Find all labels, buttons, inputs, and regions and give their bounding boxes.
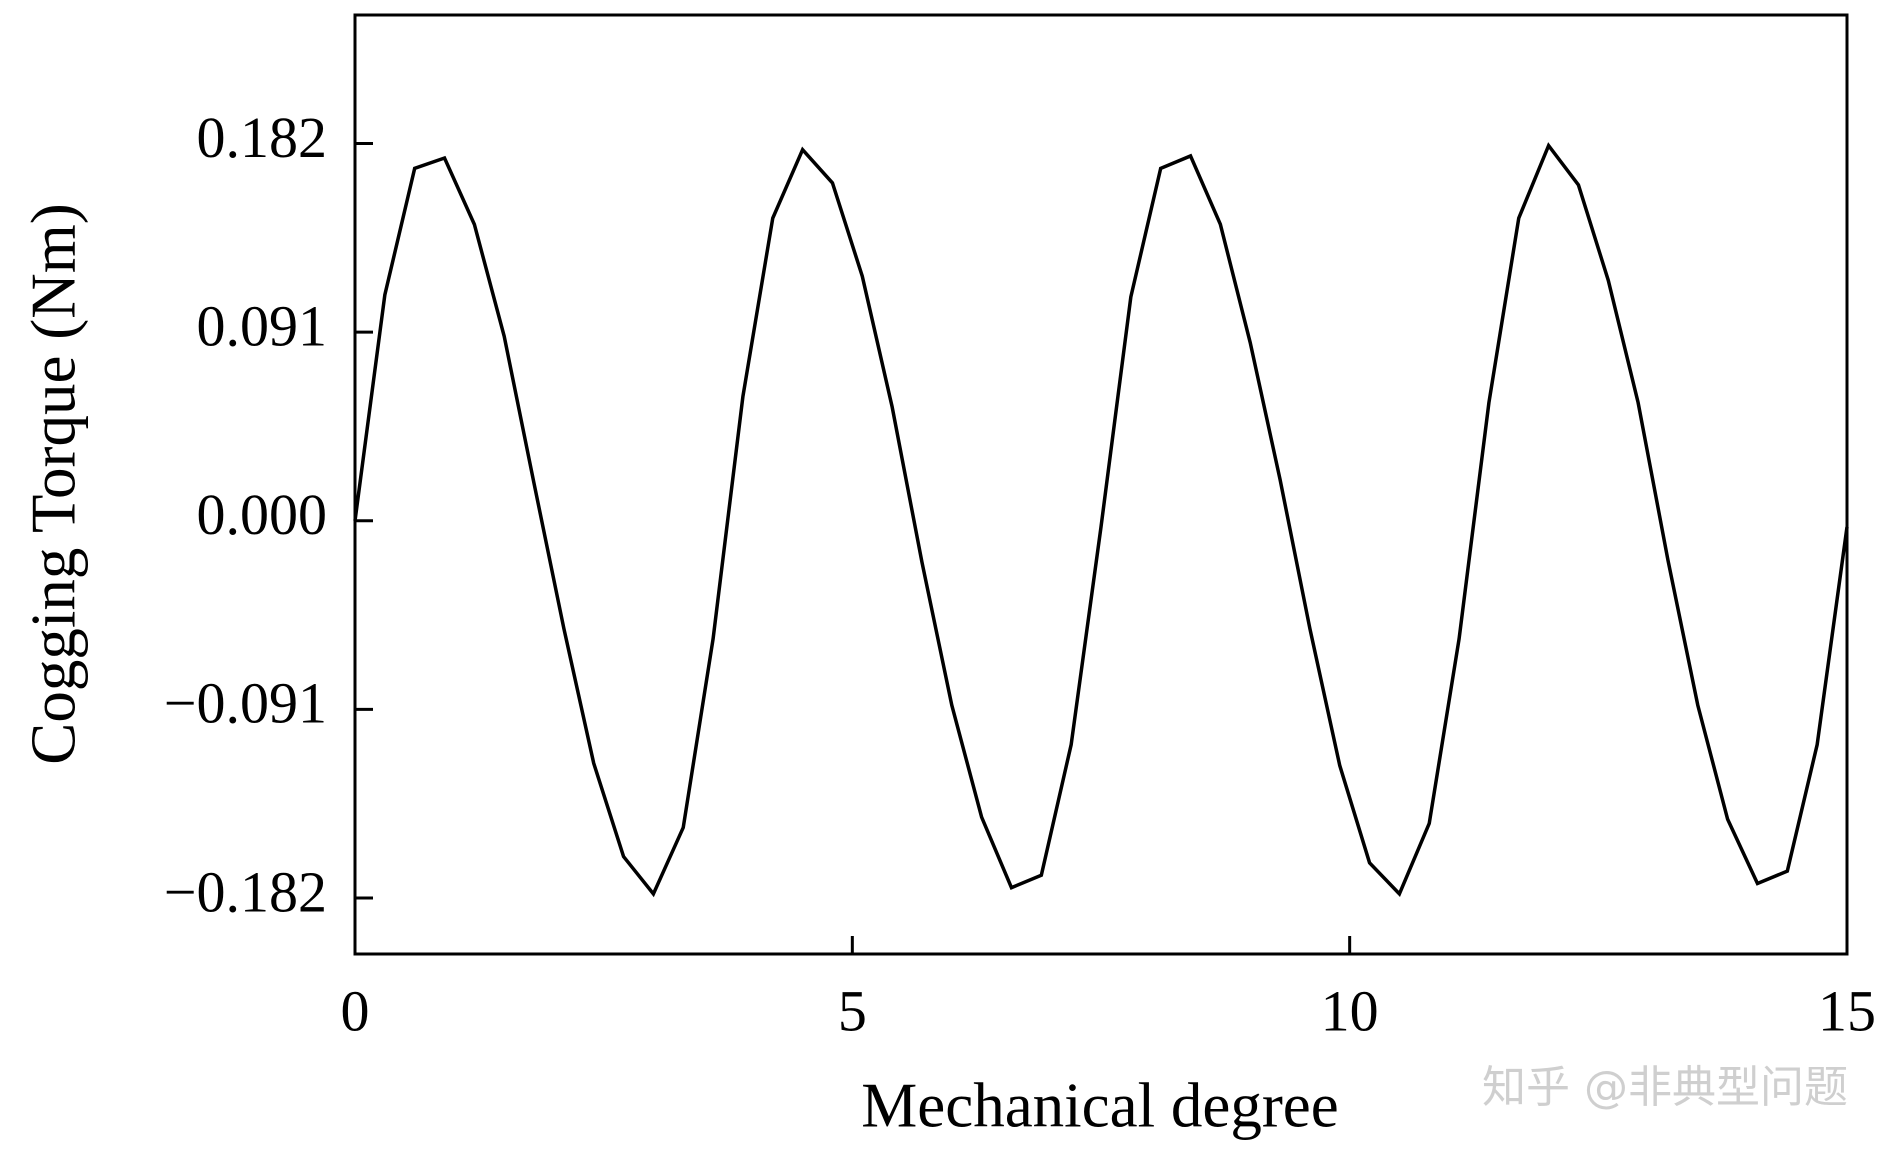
plot-frame xyxy=(353,13,1849,956)
y-tick-label: −0.091 xyxy=(164,671,327,736)
y-tick-label: 0.182 xyxy=(197,105,328,170)
watermark: 知乎 @非典型问题 xyxy=(1482,1062,1848,1113)
x-tick-label: 15 xyxy=(1818,978,1876,1043)
x-tick-label: 5 xyxy=(838,978,867,1043)
x-tick-label: 0 xyxy=(341,978,370,1043)
x-tick-label: 10 xyxy=(1321,978,1379,1043)
line-series xyxy=(353,142,1849,898)
x-axis-label: Mechanical degree xyxy=(861,1070,1338,1140)
y-tick-label: −0.182 xyxy=(164,859,327,924)
y-tick-label: 0.000 xyxy=(197,482,328,547)
y-axis-label: Cogging Torque (Nm) xyxy=(18,203,88,764)
y-tick-label: 0.091 xyxy=(197,293,328,358)
